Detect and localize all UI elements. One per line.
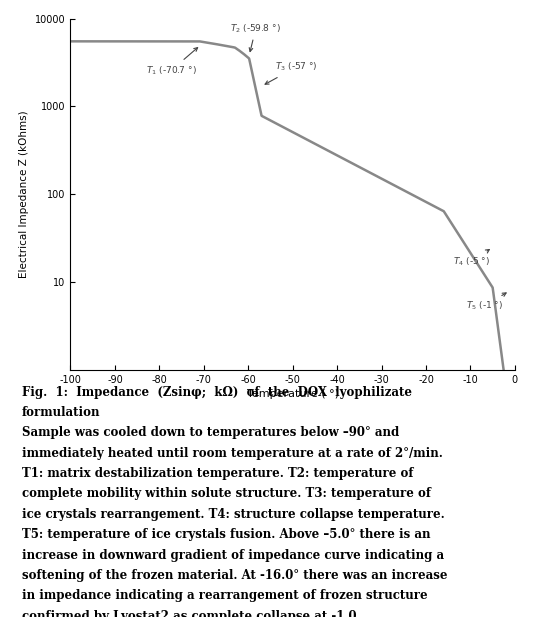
Text: formulation: formulation: [22, 406, 100, 419]
Text: T1: matrix destabilization temperature. T2: temperature of: T1: matrix destabilization temperature. …: [22, 467, 413, 480]
Text: Sample was cooled down to temperatures below –90° and: Sample was cooled down to temperatures b…: [22, 426, 399, 439]
Y-axis label: Electrical Impedance Z (kOhms): Electrical Impedance Z (kOhms): [20, 110, 29, 278]
Text: $T_3$ (-57 °): $T_3$ (-57 °): [265, 61, 317, 85]
Text: ice crystals rearrangement. T4: structure collapse temperature.: ice crystals rearrangement. T4: structur…: [22, 508, 444, 521]
Text: Fig.  1:  Impedance  (Zsinφ;  kΩ)  of  the  DOX  lyophilizate: Fig. 1: Impedance (Zsinφ; kΩ) of the DOX…: [22, 386, 412, 399]
Text: $T_5$ (-1 °): $T_5$ (-1 °): [466, 293, 506, 312]
X-axis label: Temperature ( °): Temperature ( °): [247, 389, 339, 399]
Text: $T_2$ (-59.8 °): $T_2$ (-59.8 °): [230, 22, 281, 52]
Text: $T_1$ (-70.7 °): $T_1$ (-70.7 °): [146, 48, 198, 77]
Text: in impedance indicating a rearrangement of frozen structure: in impedance indicating a rearrangement …: [22, 589, 427, 602]
Text: immediately heated until room temperature at a rate of 2°/min.: immediately heated until room temperatur…: [22, 447, 443, 460]
Text: increase in downward gradient of impedance curve indicating a: increase in downward gradient of impedan…: [22, 549, 444, 561]
Text: $T_4$ (-5 °): $T_4$ (-5 °): [453, 249, 490, 268]
Text: confirmed by Lyostat2 as complete collapse at -1.0: confirmed by Lyostat2 as complete collap…: [22, 610, 356, 617]
Text: T5: temperature of ice crystals fusion. Above –5.0° there is an: T5: temperature of ice crystals fusion. …: [22, 528, 430, 541]
Text: softening of the frozen material. At -16.0° there was an increase: softening of the frozen material. At -16…: [22, 569, 447, 582]
Text: complete mobility within solute structure. T3: temperature of: complete mobility within solute structur…: [22, 487, 431, 500]
